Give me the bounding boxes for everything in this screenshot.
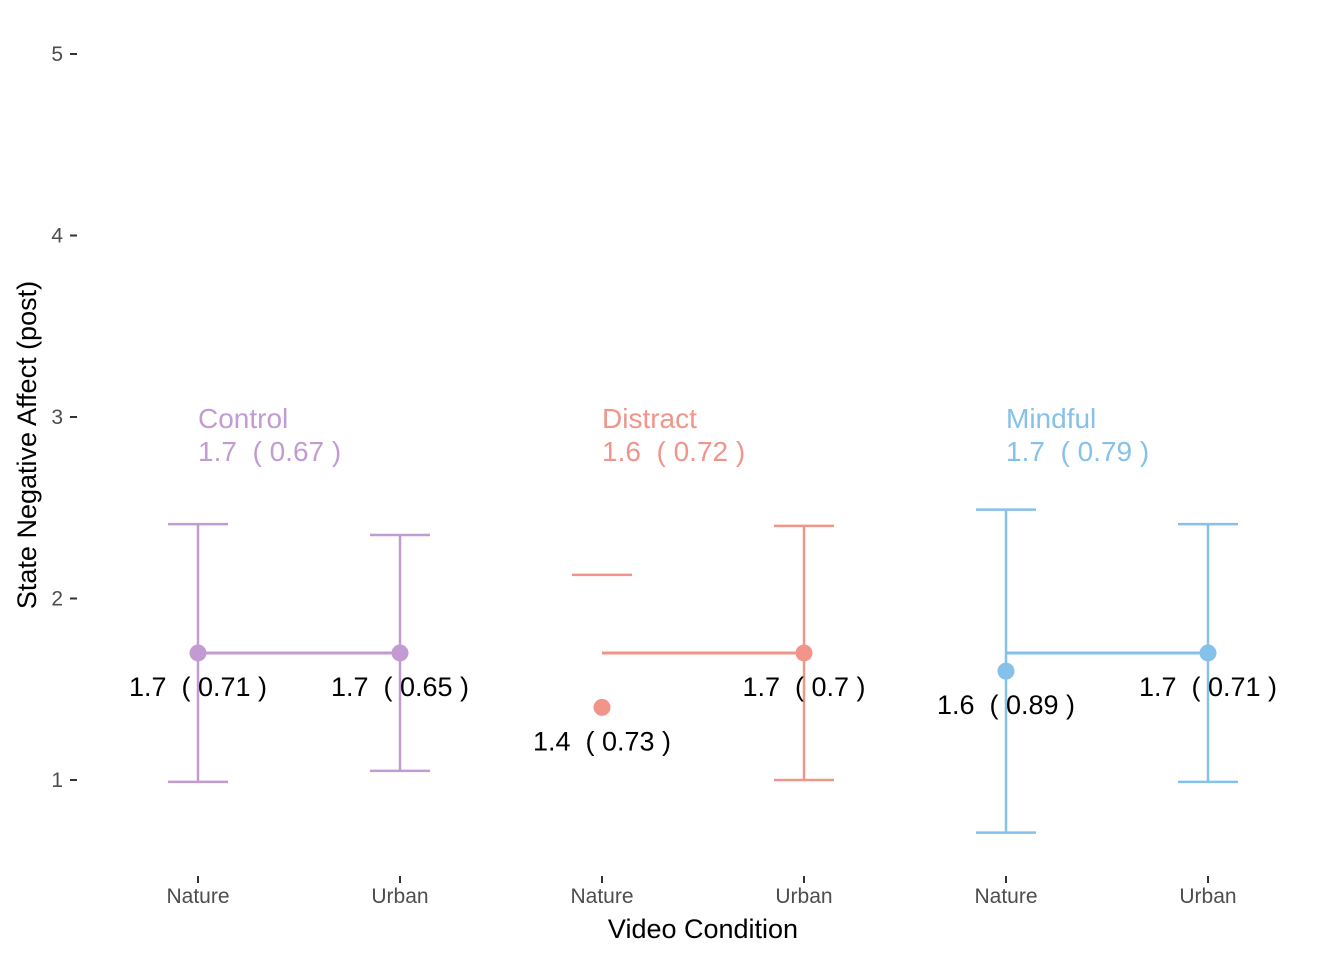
data-label: 1.7 ( 0.7 ) (742, 672, 865, 702)
group-summary: 1.7 ( 0.67 ) (198, 436, 341, 467)
group-name: Control (198, 403, 288, 434)
group-summary: 1.7 ( 0.79 ) (1006, 436, 1149, 467)
group-name: Distract (602, 403, 697, 434)
y-tick-label: 2 (51, 588, 63, 611)
y-axis-title: State Negative Affect (post) (12, 281, 42, 609)
x-tick-label: Urban (371, 885, 428, 908)
group-summary: 1.6 ( 0.72 ) (602, 436, 745, 467)
data-label: 1.7 ( 0.65 ) (331, 672, 469, 702)
data-label: 1.7 ( 0.71 ) (1139, 672, 1277, 702)
data-point (997, 662, 1015, 680)
x-axis-title: Video Condition (608, 914, 798, 944)
data-label: 1.4 ( 0.73 ) (533, 726, 671, 756)
data-point (189, 644, 207, 662)
y-tick-label: 5 (51, 43, 63, 66)
x-axis: Nature Urban Nature Urban Nature Urban (166, 876, 1237, 908)
y-tick-label: 1 (51, 769, 63, 792)
y-axis: 1 2 3 4 5 (51, 43, 77, 792)
x-tick-label: Nature (570, 885, 633, 908)
x-tick-label: Nature (974, 885, 1037, 908)
y-tick-label: 3 (51, 406, 63, 429)
x-tick-label: Urban (775, 885, 832, 908)
x-tick-label: Nature (166, 885, 229, 908)
data-point (1199, 644, 1217, 662)
y-tick-label: 4 (51, 225, 63, 248)
data-label: 1.6 ( 0.89 ) (937, 690, 1075, 720)
x-tick-label: Urban (1179, 885, 1236, 908)
data-point (391, 644, 409, 662)
data-point (593, 698, 611, 716)
group-name: Mindful (1006, 403, 1096, 434)
data-label: 1.7 ( 0.71 ) (129, 672, 267, 702)
data-point (795, 644, 813, 662)
